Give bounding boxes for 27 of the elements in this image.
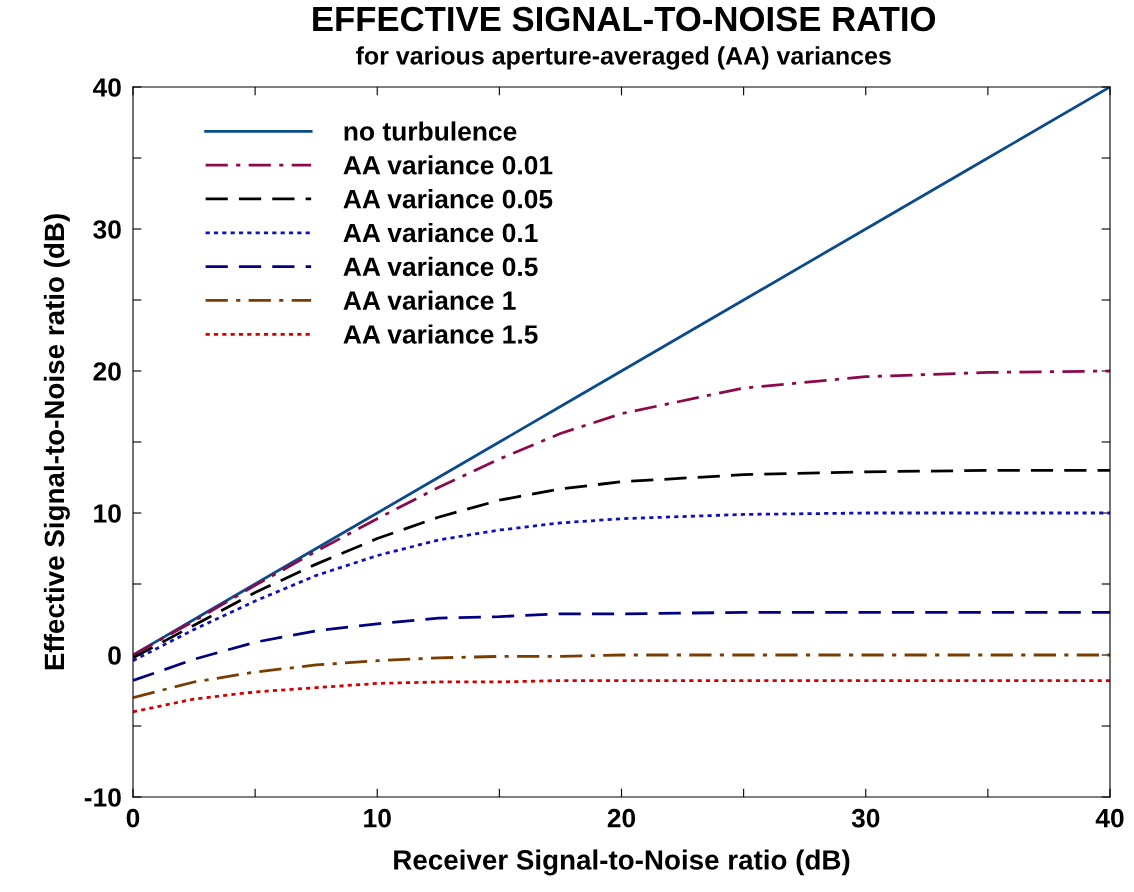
x-tick-label: 10 <box>364 808 391 828</box>
line-series <box>133 511 1110 663</box>
y-axis-title: Effective Signal-to-Noise ratio (dB) <box>43 214 70 670</box>
legend-label: AA variance 0.05 <box>343 189 553 209</box>
legend-label: AA variance 0.1 <box>343 222 538 243</box>
legend-label: AA variance 1 <box>343 290 516 310</box>
chart-title: EFFECTIVE SIGNAL-TO-NOISE RATIO <box>313 6 936 32</box>
x-tick-label: 40 <box>1095 808 1124 828</box>
y-tick-label: 40 <box>92 78 121 97</box>
x-tick-label: 0 <box>126 808 140 828</box>
y-tick-label: -10 <box>84 788 121 807</box>
y-tick-label: 0 <box>108 646 121 665</box>
legend-label: AA variance 0.5 <box>343 256 538 277</box>
line-series <box>133 653 1110 699</box>
line-series <box>133 369 1110 657</box>
legend-label: AA variance 1.5 <box>343 324 538 344</box>
legend-label: no turbulence <box>344 121 517 141</box>
y-tick-label: 10 <box>94 504 121 523</box>
x-tick-label: 20 <box>607 808 636 828</box>
line-series <box>133 679 1110 714</box>
y-tick-label: 30 <box>93 220 121 239</box>
line-series <box>133 611 1110 682</box>
legend-label: AA variance 0.01 <box>343 155 553 175</box>
x-tick-label: 30 <box>851 808 880 828</box>
y-tick-label: 20 <box>93 362 121 381</box>
chart-subtitle: for various aperture-averaged (AA) variances <box>355 46 891 70</box>
x-axis-title: Receiver Signal-to-Noise ratio (dB) <box>394 849 850 876</box>
